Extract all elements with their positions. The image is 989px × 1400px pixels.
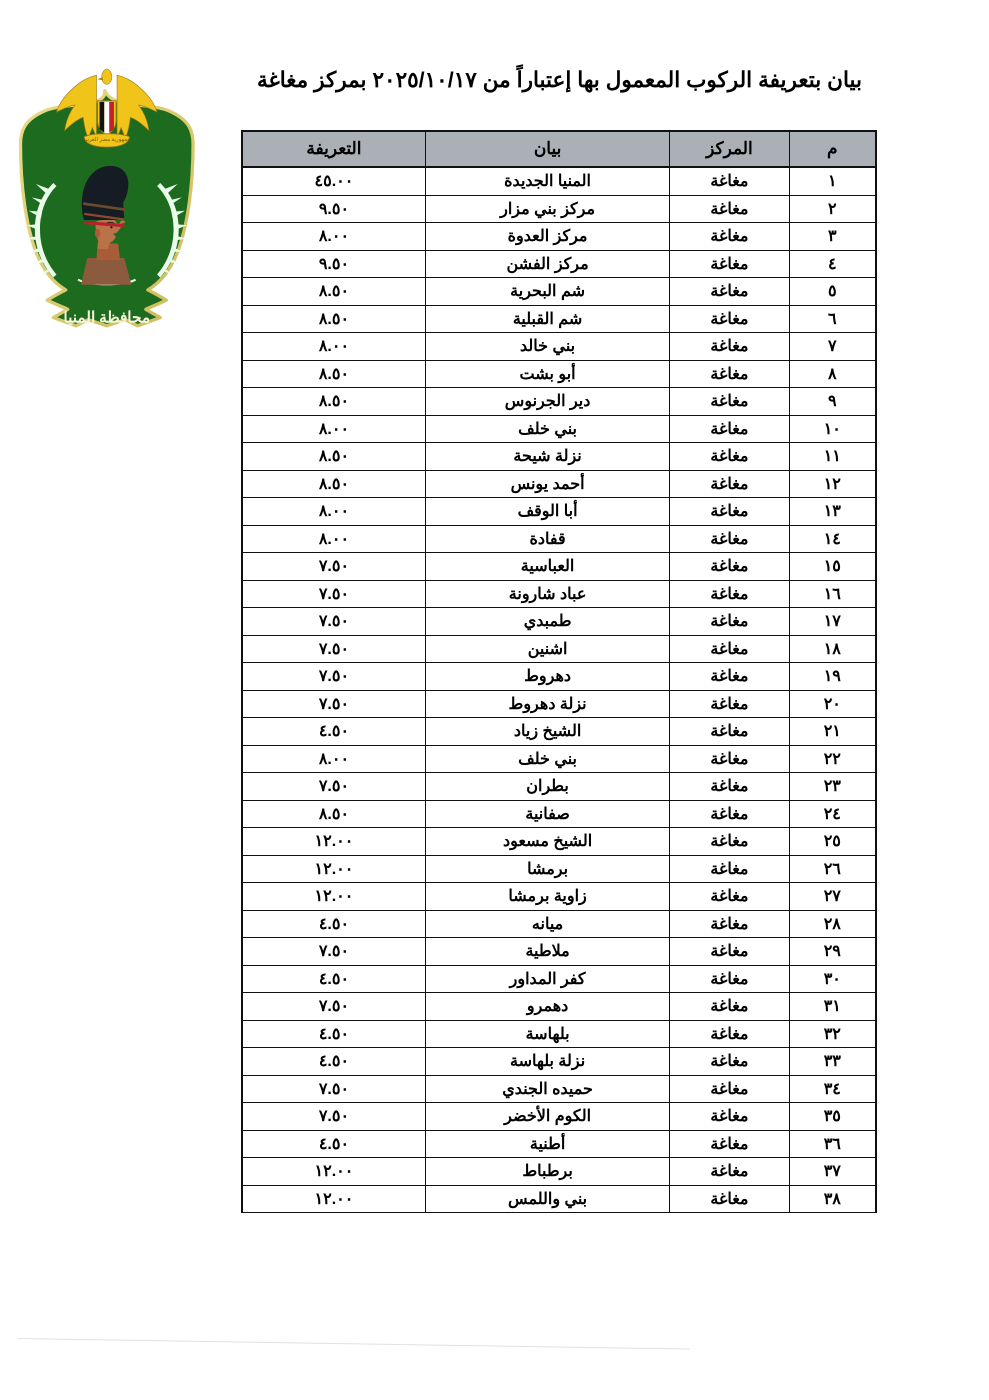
svg-text:جمهورية مصر العربية: جمهورية مصر العربية — [83, 136, 131, 143]
svg-text:محافظة المنيا: محافظة المنيا — [63, 310, 150, 327]
